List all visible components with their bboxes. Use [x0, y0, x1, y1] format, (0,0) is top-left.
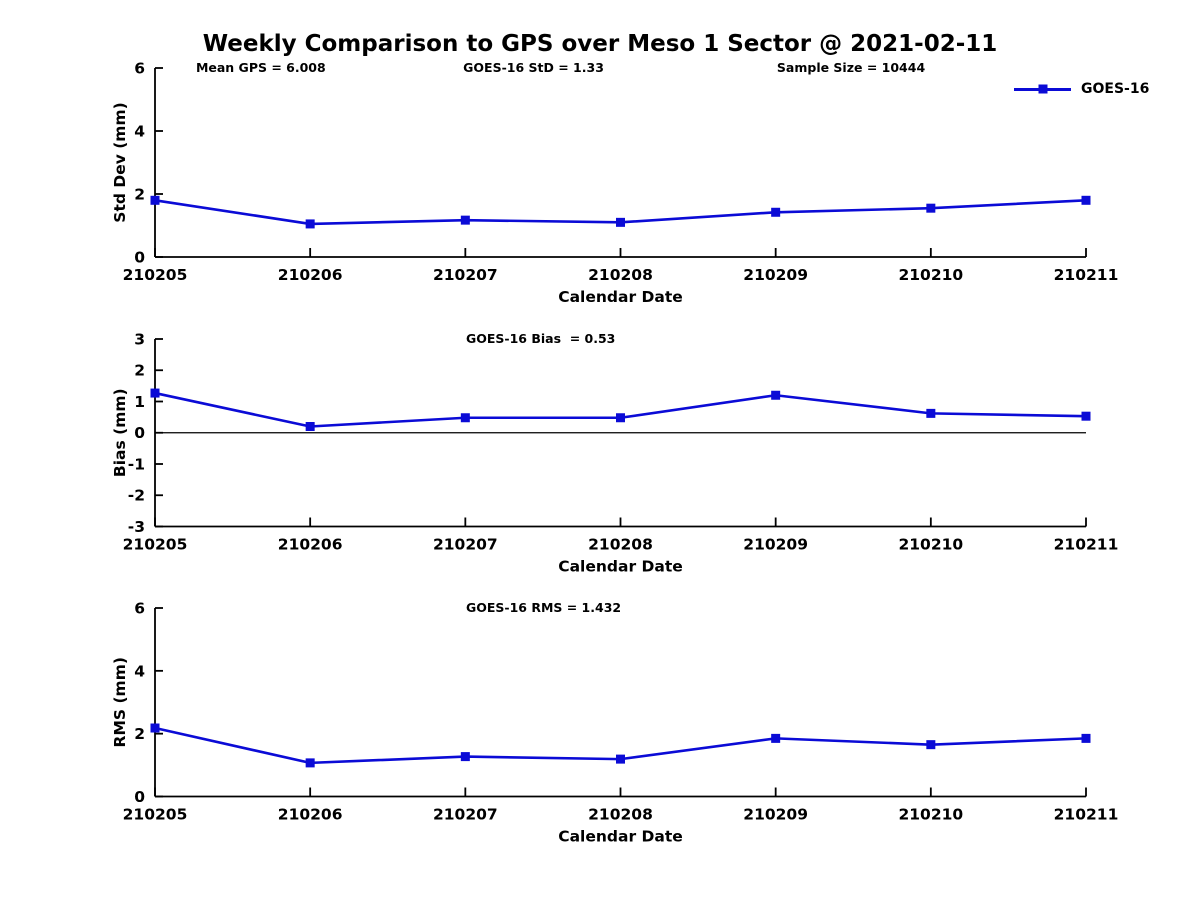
rms-plot-data-point-marker — [616, 754, 625, 764]
rms-plot-y-tick-label: 4 — [134, 662, 145, 680]
std-dev-plot-x-tick-label: 210208 — [588, 266, 653, 284]
bias-plot-data-point-marker — [305, 422, 315, 431]
rms-plot-y-axis-label: RMS (mm) — [111, 657, 129, 747]
bias-plot-y-tick-label: -1 — [128, 455, 145, 473]
std-dev-plot-y-axis-label: Std Dev (mm) — [111, 102, 129, 222]
std-dev-plot-data-point-marker — [305, 219, 315, 229]
rms-plot-data-point-marker — [460, 752, 470, 762]
legend: GOES-16 — [1014, 81, 1149, 97]
bias-plot-data-point-marker — [460, 413, 470, 423]
std-dev-plot-y-tick-label: 4 — [134, 122, 145, 140]
legend-label: GOES-16 — [1081, 81, 1150, 97]
std-dev-plot-annotation: GOES-16 StD = 1.33 — [463, 60, 604, 75]
std-dev-plot-data-point-marker — [771, 207, 781, 217]
std-dev-plot-data-point-marker — [1081, 195, 1091, 205]
bias-plot-x-axis-label: Calendar Date — [558, 558, 683, 576]
bias-plot-x-tick-label: 210210 — [898, 536, 963, 554]
std-dev-plot-x-tick-label: 210206 — [278, 266, 343, 284]
std-dev-plot-data-point-marker — [460, 215, 470, 225]
bias-plot-x-tick-label: 210211 — [1054, 536, 1119, 554]
bias-plot-y-tick-label: 1 — [134, 393, 145, 411]
std-dev-plot-annotation: Mean GPS = 6.008 — [196, 60, 326, 75]
rms-plot-data-point-marker — [926, 740, 936, 750]
bias-plot-annotation: GOES-16 Bias = 0.53 — [466, 331, 615, 346]
std-dev-plot-x-tick-label: 210210 — [898, 266, 963, 284]
rms-plot-y-tick-label: 0 — [134, 788, 145, 806]
std-dev-plot-annotation: Sample Size = 10444 — [777, 60, 926, 75]
bias-plot-x-tick-label: 210205 — [123, 536, 188, 554]
rms-plot-x-axis-label: Calendar Date — [558, 828, 683, 846]
rms-plot-x-tick-label: 210210 — [898, 806, 963, 824]
rms-plot-annotation: GOES-16 RMS = 1.432 — [466, 600, 621, 615]
bias-plot-data-point-marker — [926, 408, 936, 418]
bias-plot-data-point-marker — [616, 413, 625, 423]
rms-plot-data-point-marker — [771, 733, 781, 743]
figure-title: Weekly Comparison to GPS over Meso 1 Sec… — [202, 31, 998, 57]
rms-plot-x-tick-label: 210208 — [588, 806, 653, 824]
bias-plot-x-tick-label: 210209 — [743, 536, 808, 554]
bias-plot-x-tick-label: 210207 — [433, 536, 498, 554]
std-dev-plot-y-tick-label: 0 — [134, 248, 145, 266]
rms-plot-data-point-marker — [1081, 733, 1091, 743]
std-dev-plot-x-tick-label: 210209 — [743, 266, 808, 284]
std-dev-plot-data-point-marker — [150, 195, 160, 205]
std-dev-plot-x-tick-label: 210207 — [433, 266, 498, 284]
bias-plot-y-tick-label: 0 — [134, 424, 145, 442]
std-dev-plot-y-tick-label: 2 — [134, 185, 145, 203]
rms-plot-x-tick-label: 210211 — [1054, 806, 1119, 824]
bias-plot-y-tick-label: -2 — [128, 487, 145, 505]
legend-line-icon — [1014, 84, 1071, 94]
bias-plot-y-tick-label: 3 — [134, 330, 145, 348]
rms-plot-y-tick-label: 6 — [134, 599, 145, 617]
bias-plot-data-point-marker — [1081, 411, 1091, 421]
bias-plot-y-tick-label: 2 — [134, 362, 145, 380]
bias-plot-x-tick-label: 210206 — [278, 536, 343, 554]
rms-plot-y-tick-label: 2 — [134, 725, 145, 743]
bias-plot-data-point-marker — [771, 390, 781, 400]
legend-square-marker-icon — [1038, 84, 1047, 94]
std-dev-plot-data-point-marker — [616, 217, 625, 227]
rms-plot-x-tick-label: 210207 — [433, 806, 498, 824]
rms-plot-x-tick-label: 210206 — [278, 806, 343, 824]
std-dev-plot-y-tick-label: 6 — [134, 59, 145, 77]
rms-plot-data-point-marker — [150, 723, 160, 733]
rms-plot-data-point-marker — [305, 758, 315, 768]
std-dev-plot-x-tick-label: 210205 — [123, 266, 188, 284]
rms-plot-x-tick-label: 210205 — [123, 806, 188, 824]
bias-plot-data-point-marker — [150, 388, 160, 398]
bias-plot-x-tick-label: 210208 — [588, 536, 653, 554]
bias-plot-y-tick-label: -3 — [128, 518, 145, 536]
bias-plot-y-axis-label: Bias (mm) — [111, 388, 129, 477]
rms-plot-x-tick-label: 210209 — [743, 806, 808, 824]
std-dev-plot-x-axis-label: Calendar Date — [558, 288, 683, 306]
std-dev-plot-data-point-marker — [926, 203, 936, 213]
std-dev-plot-x-tick-label: 210211 — [1054, 266, 1119, 284]
